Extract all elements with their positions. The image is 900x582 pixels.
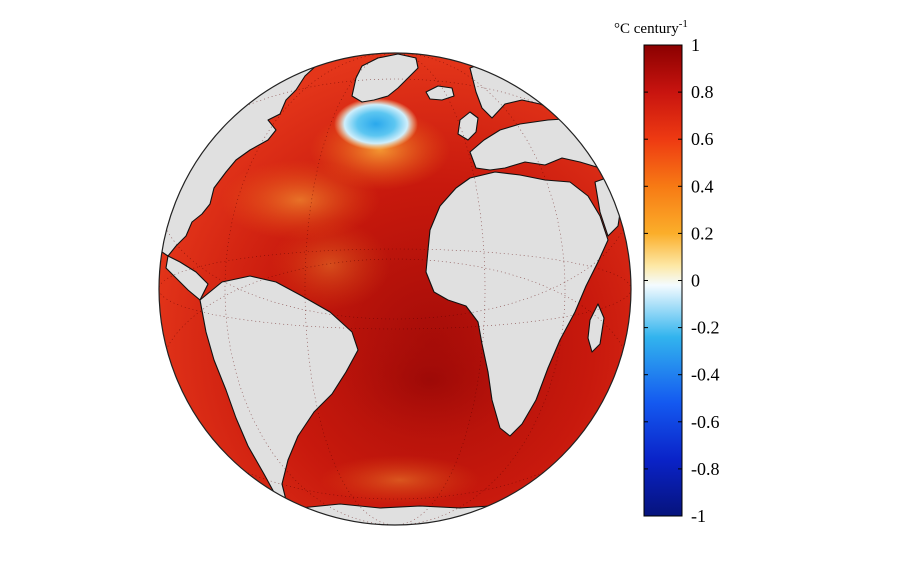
colorbar: °C century-1 10.80.60.40.20-0.2-0.4-0.6-… bbox=[614, 18, 720, 526]
colorbar-tick-label: -0.8 bbox=[691, 459, 720, 479]
warm-zone-central-atlantic bbox=[270, 220, 390, 310]
colorbar-tick-label: 0.8 bbox=[691, 82, 714, 102]
colorbar-tick-label: 0.2 bbox=[691, 223, 714, 243]
colorbar-tick-label: 0.4 bbox=[691, 176, 714, 196]
colorbar-tick-label: 0.6 bbox=[691, 129, 714, 149]
land-south-america bbox=[199, 275, 359, 501]
land-british-isles bbox=[457, 111, 479, 141]
globe bbox=[159, 53, 631, 525]
land-madagascar bbox=[587, 303, 605, 353]
colorbar-tick-label: -0.2 bbox=[691, 318, 720, 338]
land-africa bbox=[425, 171, 609, 437]
globe-outline bbox=[158, 52, 632, 526]
colorbar-ticks: 1 0.8 0.6 0.4 0.2 0 -0.2 -0.4 -0.6 -0.8 -1 bbox=[644, 35, 720, 526]
graticule bbox=[159, 53, 631, 525]
colorbar-unit-exponent: -1 bbox=[679, 18, 688, 30]
colorbar-tick-label: -0.4 bbox=[691, 365, 720, 385]
warm-zone-south bbox=[320, 455, 480, 505]
dark-zone-south-atlantic bbox=[340, 320, 520, 440]
colorbar-tick-label: 0 bbox=[691, 271, 700, 291]
cold-anomaly bbox=[334, 98, 418, 150]
colorbar-unit: °C century bbox=[614, 21, 679, 37]
colorbar-tick-label: 1 bbox=[691, 35, 700, 55]
colorbar-tick-label: -0.6 bbox=[691, 412, 720, 432]
colorbar-tick-label: -1 bbox=[691, 506, 706, 526]
land-iceland bbox=[425, 85, 455, 101]
colorbar-title: °C century-1 bbox=[614, 18, 688, 37]
land-greenland bbox=[351, 53, 419, 103]
land-central-america bbox=[165, 255, 209, 301]
colorbar-gradient bbox=[643, 44, 683, 517]
